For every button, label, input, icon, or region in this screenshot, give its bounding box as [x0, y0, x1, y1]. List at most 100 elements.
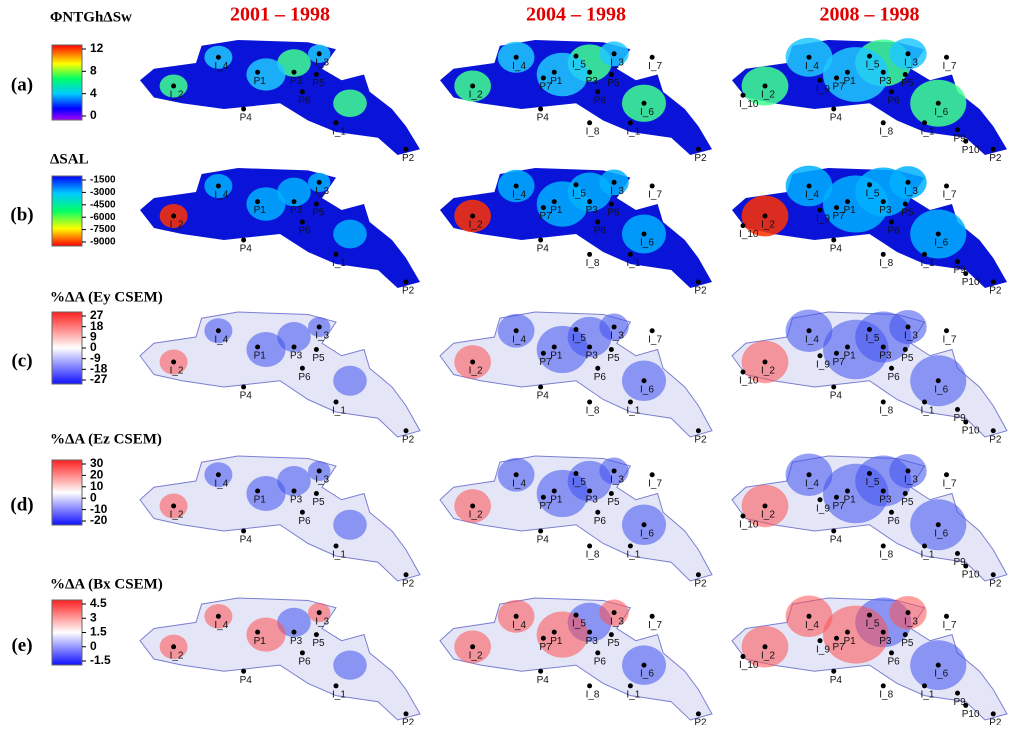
well-marker — [741, 654, 746, 659]
anomaly — [246, 58, 285, 90]
well-marker — [807, 55, 812, 60]
well-marker — [741, 93, 746, 98]
well-label: P2 — [989, 286, 1002, 297]
well-marker — [867, 182, 872, 187]
well-label: I_8 — [879, 550, 893, 561]
well-marker — [404, 572, 409, 577]
well-marker — [470, 360, 475, 365]
well-marker — [834, 495, 839, 500]
well-label: P4 — [830, 244, 843, 255]
well-marker — [541, 495, 546, 500]
well-label: I_5 — [866, 619, 880, 630]
well-label: P1 — [550, 76, 563, 87]
well-label: I_2 — [469, 90, 483, 101]
well-label: I_3 — [610, 186, 624, 197]
row-label: (e) — [11, 635, 32, 656]
well-marker — [642, 378, 647, 383]
colorbar-tick-label: 3 — [90, 610, 97, 624]
anomaly — [823, 606, 888, 664]
well-marker — [300, 366, 305, 371]
well-marker — [903, 72, 908, 77]
well-marker — [867, 471, 872, 476]
well-label: P6 — [594, 516, 607, 527]
well-marker — [538, 529, 543, 534]
well-marker — [171, 214, 176, 219]
well-label: I_6 — [934, 669, 948, 680]
well-label: I_8 — [879, 689, 893, 700]
well-marker — [881, 120, 886, 125]
well-label: I_7 — [648, 190, 662, 201]
well-label: P1 — [550, 205, 563, 216]
well-marker — [963, 564, 968, 569]
well-label: P3 — [879, 76, 892, 87]
well-marker — [831, 238, 836, 243]
well-marker — [300, 650, 305, 655]
well-label: I_1 — [921, 258, 935, 269]
anomaly — [246, 618, 285, 652]
colorbar-title: ΔSAL — [50, 151, 89, 167]
well-label: I_6 — [934, 528, 948, 539]
well-label: P2 — [694, 434, 707, 445]
well-label: P6 — [888, 516, 901, 527]
well-marker — [292, 345, 297, 350]
colorbar-tick-label: -4500 — [90, 199, 116, 210]
well-marker — [834, 351, 839, 356]
well-marker — [903, 202, 908, 207]
well-label: I_6 — [640, 669, 654, 680]
well-marker — [628, 252, 633, 257]
colorbar-tick-label: -7500 — [90, 224, 116, 235]
well-marker — [574, 327, 579, 332]
colorbar-tick-label: 0 — [90, 108, 97, 122]
well-marker — [834, 205, 839, 210]
well-marker — [944, 328, 949, 333]
well-marker — [314, 491, 319, 496]
well-label: I_1 — [332, 406, 346, 417]
well-label: I_10 — [739, 520, 759, 531]
well-marker — [470, 214, 475, 219]
well-marker — [642, 522, 647, 527]
well-marker — [807, 328, 812, 333]
well-label: I_10 — [739, 229, 759, 240]
well-label: I_3 — [610, 616, 624, 627]
well-label: P7 — [539, 357, 552, 368]
well-label: I_4 — [512, 334, 526, 345]
well-label: I_7 — [648, 620, 662, 631]
well-label: I_4 — [214, 478, 228, 489]
well-marker — [991, 572, 996, 577]
well-label: P1 — [550, 636, 563, 647]
well-marker — [587, 70, 592, 75]
well-marker — [922, 683, 927, 688]
well-marker — [831, 385, 836, 390]
well-label: I_4 — [512, 61, 526, 72]
well-label: P1 — [844, 495, 857, 506]
well-label: P6 — [888, 95, 901, 106]
well-marker — [906, 610, 911, 615]
well-label: P1 — [844, 636, 857, 647]
row-label: (b) — [10, 204, 33, 225]
well-label: I_1 — [626, 689, 640, 700]
well-marker — [612, 51, 617, 56]
well-label: P3 — [290, 76, 303, 87]
well-label: P7 — [833, 211, 846, 222]
well-label: I_4 — [805, 620, 819, 631]
well-label: I_2 — [170, 90, 184, 101]
well-marker — [241, 669, 246, 674]
well-label: I_2 — [469, 366, 483, 377]
well-label: I_6 — [640, 384, 654, 395]
well-label: P4 — [830, 391, 843, 402]
well-label: P2 — [989, 434, 1002, 445]
well-label: P1 — [550, 351, 563, 362]
well-marker — [292, 630, 297, 635]
well-label: I_4 — [805, 478, 819, 489]
well-marker — [587, 630, 592, 635]
well-label: P4 — [240, 244, 253, 255]
well-marker — [314, 202, 319, 207]
well-marker — [574, 471, 579, 476]
well-marker — [881, 489, 886, 494]
well-label: P4 — [240, 113, 253, 124]
well-label: I_2 — [170, 366, 184, 377]
well-label: P3 — [290, 495, 303, 506]
well-marker — [612, 325, 617, 330]
well-label: I_2 — [469, 650, 483, 661]
well-label: I_5 — [572, 477, 586, 488]
